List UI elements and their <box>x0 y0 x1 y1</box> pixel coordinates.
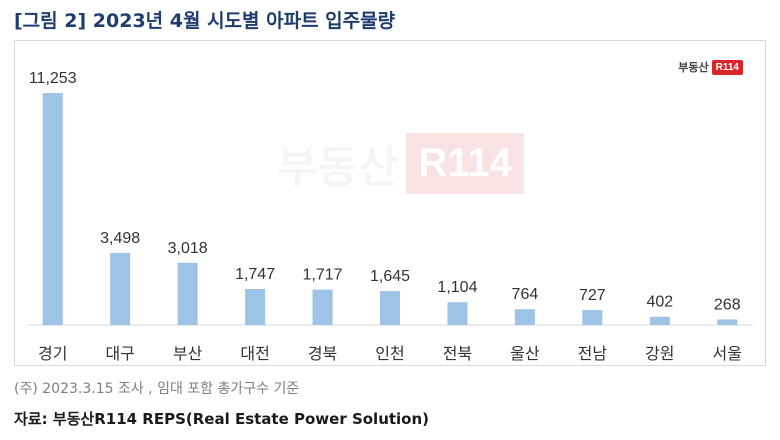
category-label-9: 강원 <box>645 344 674 363</box>
bar-3 <box>245 288 266 325</box>
category-label-3: 대전 <box>240 344 269 363</box>
bar-chart: 11,253 경기 3,498 대구 3,018 부산 1,747 대전 1,717 경북 1,64… <box>27 70 753 363</box>
category-label-7: 울산 <box>510 344 540 363</box>
value-label-4: 1,717 <box>303 267 343 284</box>
category-label-6: 전북 <box>443 344 472 363</box>
category-label-5: 인천 <box>375 344 404 363</box>
value-label-9: 402 <box>646 294 673 311</box>
value-label-7: 764 <box>512 286 539 303</box>
bar-5 <box>380 291 400 325</box>
figure-title: [그림 2] 2023년 4월 시도별 아파트 입주물량 <box>14 10 396 32</box>
chart-note: (주) 2023.3.15 조사 , 임대 포함 총가구수 기준 <box>14 381 300 397</box>
value-label-1: 3,498 <box>100 230 140 247</box>
bar-8 <box>582 310 603 325</box>
category-label-0: 경기 <box>38 344 67 363</box>
value-label-8: 727 <box>579 287 606 304</box>
value-label-10: 268 <box>714 296 741 313</box>
chart-source: 자료: 부동산R114 REPS(Real Estate Power Solut… <box>14 410 430 428</box>
logo-badge: R114 <box>711 59 743 75</box>
bar-1 <box>110 252 131 325</box>
logo-text: 부동산 <box>678 61 709 74</box>
bar-10 <box>717 319 738 325</box>
bar-0 <box>42 93 63 325</box>
category-label-4: 경북 <box>308 344 337 363</box>
brand-logo: 부동산 R114 <box>678 59 743 75</box>
bar-7 <box>514 309 535 325</box>
bar-6 <box>447 302 468 325</box>
value-label-0: 11,253 <box>29 70 77 87</box>
value-label-6: 1,104 <box>437 279 477 296</box>
category-label-10: 서울 <box>713 344 742 363</box>
category-label-8: 전남 <box>578 344 608 363</box>
bar-9 <box>649 316 670 325</box>
bar-4 <box>312 289 333 325</box>
bar-2 <box>177 262 198 325</box>
value-label-2: 3,018 <box>168 240 208 257</box>
category-label-1: 대구 <box>105 344 134 363</box>
value-label-5: 1,645 <box>370 268 410 285</box>
chart-area: 부동산 R114 부동산 R114 11,253 경기 3,498 대구 3,018 부산… <box>14 40 766 366</box>
category-label-2: 부산 <box>173 344 203 363</box>
value-label-3: 1,747 <box>235 266 275 283</box>
